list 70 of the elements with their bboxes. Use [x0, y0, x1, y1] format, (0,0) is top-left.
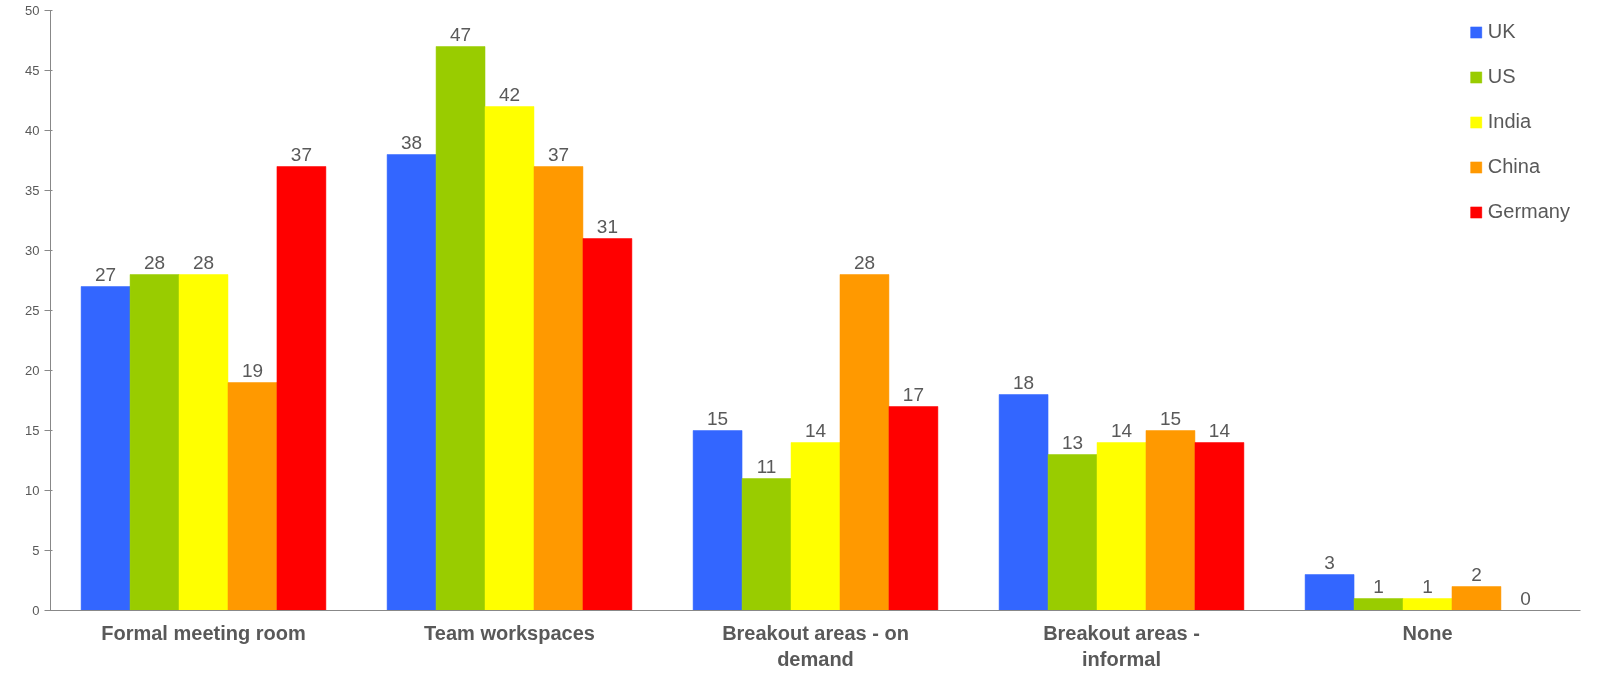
data-label: 2 [1471, 563, 1482, 585]
data-label: 37 [547, 143, 570, 165]
data-label: 1 [1422, 575, 1433, 597]
data-label: 38 [401, 131, 423, 153]
y-tick-label: 40 [25, 123, 40, 138]
y-tick-label: 5 [32, 543, 40, 558]
data-label: 14 [804, 419, 827, 441]
bar [1145, 430, 1196, 611]
data-label: 11 [756, 455, 777, 477]
bar [1047, 454, 1098, 611]
bar [129, 274, 180, 611]
bar [227, 382, 278, 611]
data-label: 15 [1159, 407, 1182, 429]
bar [692, 430, 743, 611]
bar [888, 406, 939, 611]
bar [386, 154, 437, 611]
data-label: 0 [1520, 587, 1531, 609]
y-tick-label: 20 [25, 363, 40, 378]
bar [741, 478, 792, 611]
y-tick-label: 10 [25, 483, 40, 498]
data-label: 3 [1324, 551, 1335, 573]
data-label: 14 [1110, 419, 1133, 441]
bar [1096, 442, 1147, 611]
x-tick-label: None [1402, 621, 1453, 644]
data-label: 17 [902, 383, 924, 405]
data-label: 18 [1013, 371, 1035, 393]
legend-label: India [1487, 110, 1532, 133]
bar [1402, 598, 1453, 611]
bar [533, 166, 584, 611]
legend-label: US [1487, 65, 1516, 88]
bar [790, 442, 841, 611]
x-tick-label: Breakout areas - on demand [722, 621, 909, 670]
data-label: 28 [143, 251, 166, 273]
bar [178, 274, 229, 611]
bar [1451, 586, 1502, 611]
x-tick-label: Breakout areas - informal [1043, 621, 1200, 670]
data-label: 28 [192, 251, 215, 273]
data-label: 15 [707, 407, 729, 429]
x-tick-label: Formal meeting room [101, 621, 306, 644]
bar [276, 166, 327, 611]
data-label: 31 [596, 215, 618, 237]
bar [484, 106, 535, 611]
data-label: 42 [498, 83, 521, 105]
y-tick-label: 35 [25, 183, 40, 198]
bar [839, 274, 890, 611]
data-label: 1 [1373, 575, 1384, 597]
bar [582, 238, 633, 611]
bar [1353, 598, 1404, 611]
data-label: 19 [241, 359, 264, 381]
y-tick-label: 25 [25, 303, 40, 318]
legend-label: China [1487, 155, 1541, 178]
data-label: 47 [449, 23, 472, 45]
data-label: 28 [853, 251, 876, 273]
data-label: 13 [1061, 431, 1084, 453]
bar [1194, 442, 1245, 611]
data-label: 37 [290, 143, 312, 165]
bar [1304, 574, 1355, 611]
data-label: 27 [95, 263, 117, 285]
legend-label: UK [1487, 20, 1516, 43]
y-tick-label: 50 [25, 3, 40, 18]
y-tick-label: 0 [32, 603, 40, 618]
bar [80, 286, 131, 611]
y-tick-label: 15 [25, 423, 40, 438]
x-tick-label: Team workspaces [424, 621, 595, 644]
bar [998, 394, 1049, 611]
data-label: 14 [1208, 419, 1231, 441]
legend-label: Germany [1487, 200, 1570, 223]
y-tick-label: 45 [25, 63, 40, 78]
y-tick-label: 30 [25, 243, 40, 258]
bar [435, 46, 486, 611]
